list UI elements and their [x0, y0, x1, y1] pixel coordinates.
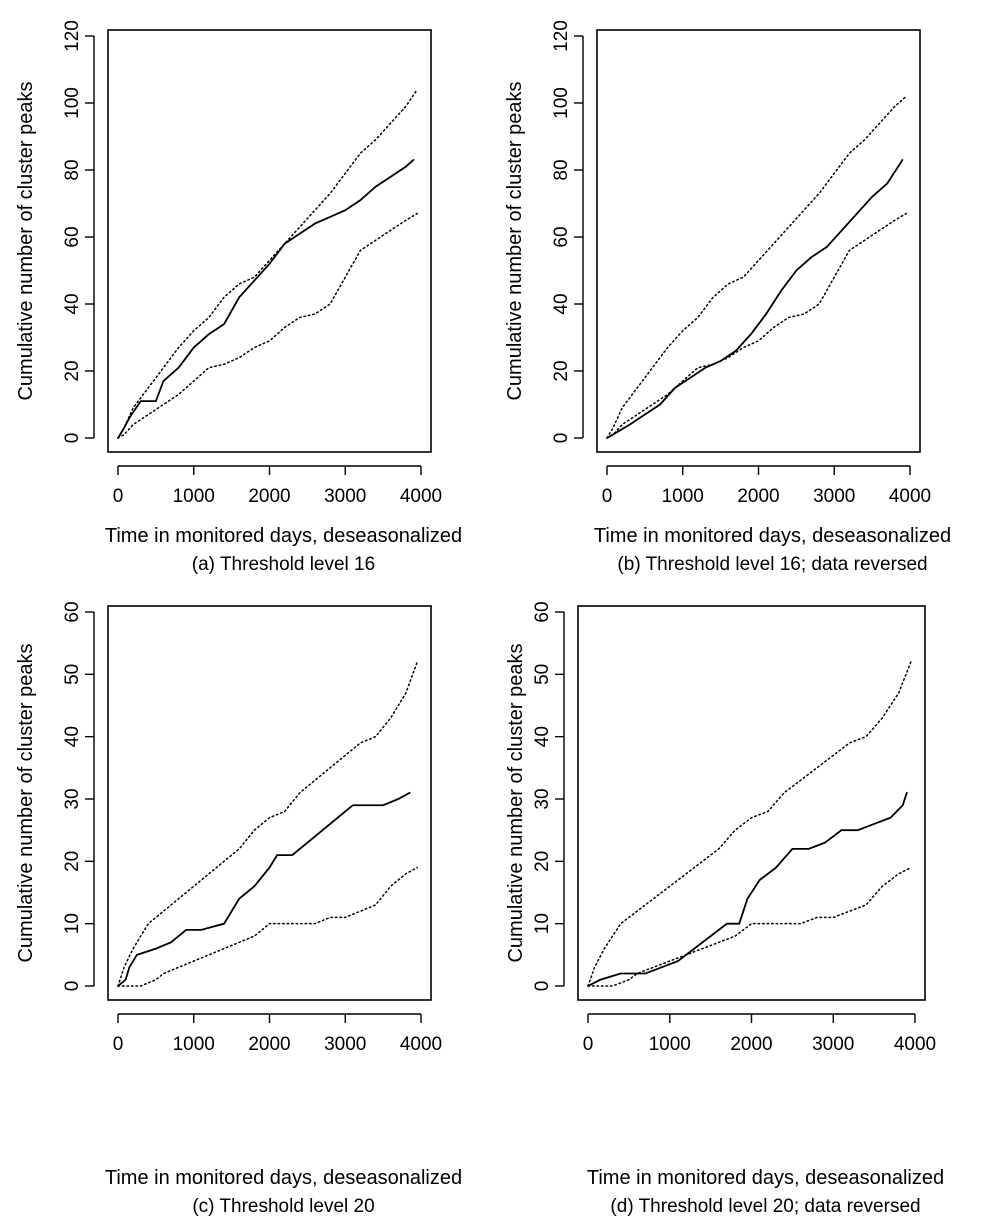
chart-panel-a: 0 1000 2000 3000 4000 0 20 40 60 80 100 120 Cumulati… — [15, 20, 462, 575]
bound-series-line — [117, 866, 418, 987]
panel-caption: (a) Threshold level 16 — [192, 554, 375, 575]
y-tick-label: 30 — [62, 788, 83, 809]
x-tick-label: 0 — [602, 486, 613, 507]
x-tick-label: 3000 — [813, 486, 855, 507]
observed-series-line — [606, 159, 904, 439]
observed-series-line — [587, 791, 908, 987]
y-tick-label: 80 — [551, 159, 572, 180]
x-tick-label: 2000 — [248, 486, 290, 507]
bound-series-line — [606, 212, 907, 439]
y-tick-label: 0 — [62, 981, 83, 992]
y-tick-label: 40 — [62, 726, 83, 747]
x-tick-label: 4000 — [400, 1034, 442, 1055]
observed-series-line — [117, 791, 411, 987]
bound-series-line — [117, 88, 418, 439]
panel-caption: (c) Threshold level 20 — [192, 1196, 374, 1217]
y-tick-label: 120 — [551, 20, 572, 52]
x-axis-label: Time in monitored days, deseasonalized — [105, 525, 462, 547]
y-tick-label: 100 — [62, 87, 83, 119]
x-tick-label: 4000 — [889, 486, 931, 507]
bound-series-line — [117, 212, 418, 439]
y-tick-label: 20 — [532, 851, 553, 872]
panel-caption: (d) Threshold level 20; data reversed — [610, 1196, 920, 1217]
x-tick-label: 3000 — [324, 486, 366, 507]
y-tick-label: 40 — [532, 726, 553, 747]
x-tick-label: 1000 — [662, 486, 704, 507]
bound-series-line — [606, 95, 907, 439]
x-axis-label: Time in monitored days, deseasonalized — [587, 1167, 944, 1189]
y-tick-label: 100 — [551, 87, 572, 119]
x-tick-label: 1000 — [173, 1034, 215, 1055]
y-tick-label: 50 — [532, 664, 553, 685]
y-tick-label: 120 — [62, 20, 83, 52]
y-tick-label: 20 — [62, 851, 83, 872]
y-tick-label: 30 — [532, 788, 553, 809]
x-tick-label: 0 — [583, 1034, 594, 1055]
y-axis-label: Cumulative number of cluster peaks — [505, 643, 527, 962]
y-tick-label: 60 — [551, 226, 572, 247]
y-tick-label: 60 — [532, 601, 553, 622]
y-tick-label: 40 — [62, 293, 83, 314]
x-tick-label: 1000 — [649, 1034, 691, 1055]
y-tick-label: 20 — [551, 360, 572, 381]
x-axis-label: Time in monitored days, deseasonalized — [594, 525, 951, 547]
plot-frame — [107, 29, 432, 453]
y-tick-label: 60 — [62, 226, 83, 247]
y-tick-label: 60 — [62, 601, 83, 622]
y-tick-label: 40 — [551, 293, 572, 314]
x-tick-label: 2000 — [737, 486, 779, 507]
y-tick-label: 0 — [532, 981, 553, 992]
y-tick-label: 0 — [62, 433, 83, 444]
x-tick-label: 0 — [113, 1034, 124, 1055]
bound-series-line — [117, 661, 418, 987]
plot-frame — [596, 29, 921, 453]
chart-panel-b: 0 1000 2000 3000 4000 0 20 40 60 80 100 120 Cumulati… — [504, 20, 951, 575]
y-axis-label: Cumulative number of cluster peaks — [15, 643, 37, 962]
x-tick-label: 4000 — [400, 486, 442, 507]
x-tick-label: 3000 — [324, 1034, 366, 1055]
y-axis-label: Cumulative number of cluster peaks — [504, 81, 526, 400]
plot-frame — [107, 605, 432, 1001]
x-axis-label: Time in monitored days, deseasonalized — [105, 1167, 462, 1189]
bound-series-line — [587, 661, 912, 987]
bound-series-line — [587, 866, 912, 987]
x-tick-label: 2000 — [248, 1034, 290, 1055]
x-tick-label: 4000 — [894, 1034, 936, 1055]
y-axis-label: Cumulative number of cluster peaks — [15, 81, 37, 400]
chart-panel-d: 0 1000 2000 3000 4000 0 10 20 30 40 50 60Cumulative… — [505, 601, 944, 1217]
chart-panel-c: 0 1000 2000 3000 4000 0 10 20 30 40 50 60 Cumulative… — [15, 601, 462, 1217]
y-tick-label: 80 — [62, 159, 83, 180]
x-tick-label: 2000 — [730, 1034, 772, 1055]
y-tick-label: 50 — [62, 664, 83, 685]
observed-series-line — [117, 159, 415, 439]
plot-frame — [577, 605, 926, 1001]
y-tick-label: 10 — [532, 913, 553, 934]
y-tick-label: 0 — [551, 433, 572, 444]
x-tick-label: 0 — [113, 486, 124, 507]
y-tick-label: 20 — [62, 360, 83, 381]
panel-caption: (b) Threshold level 16; data reversed — [617, 554, 927, 575]
y-tick-label: 10 — [62, 913, 83, 934]
x-tick-label: 1000 — [173, 486, 215, 507]
x-tick-label: 3000 — [812, 1034, 854, 1055]
